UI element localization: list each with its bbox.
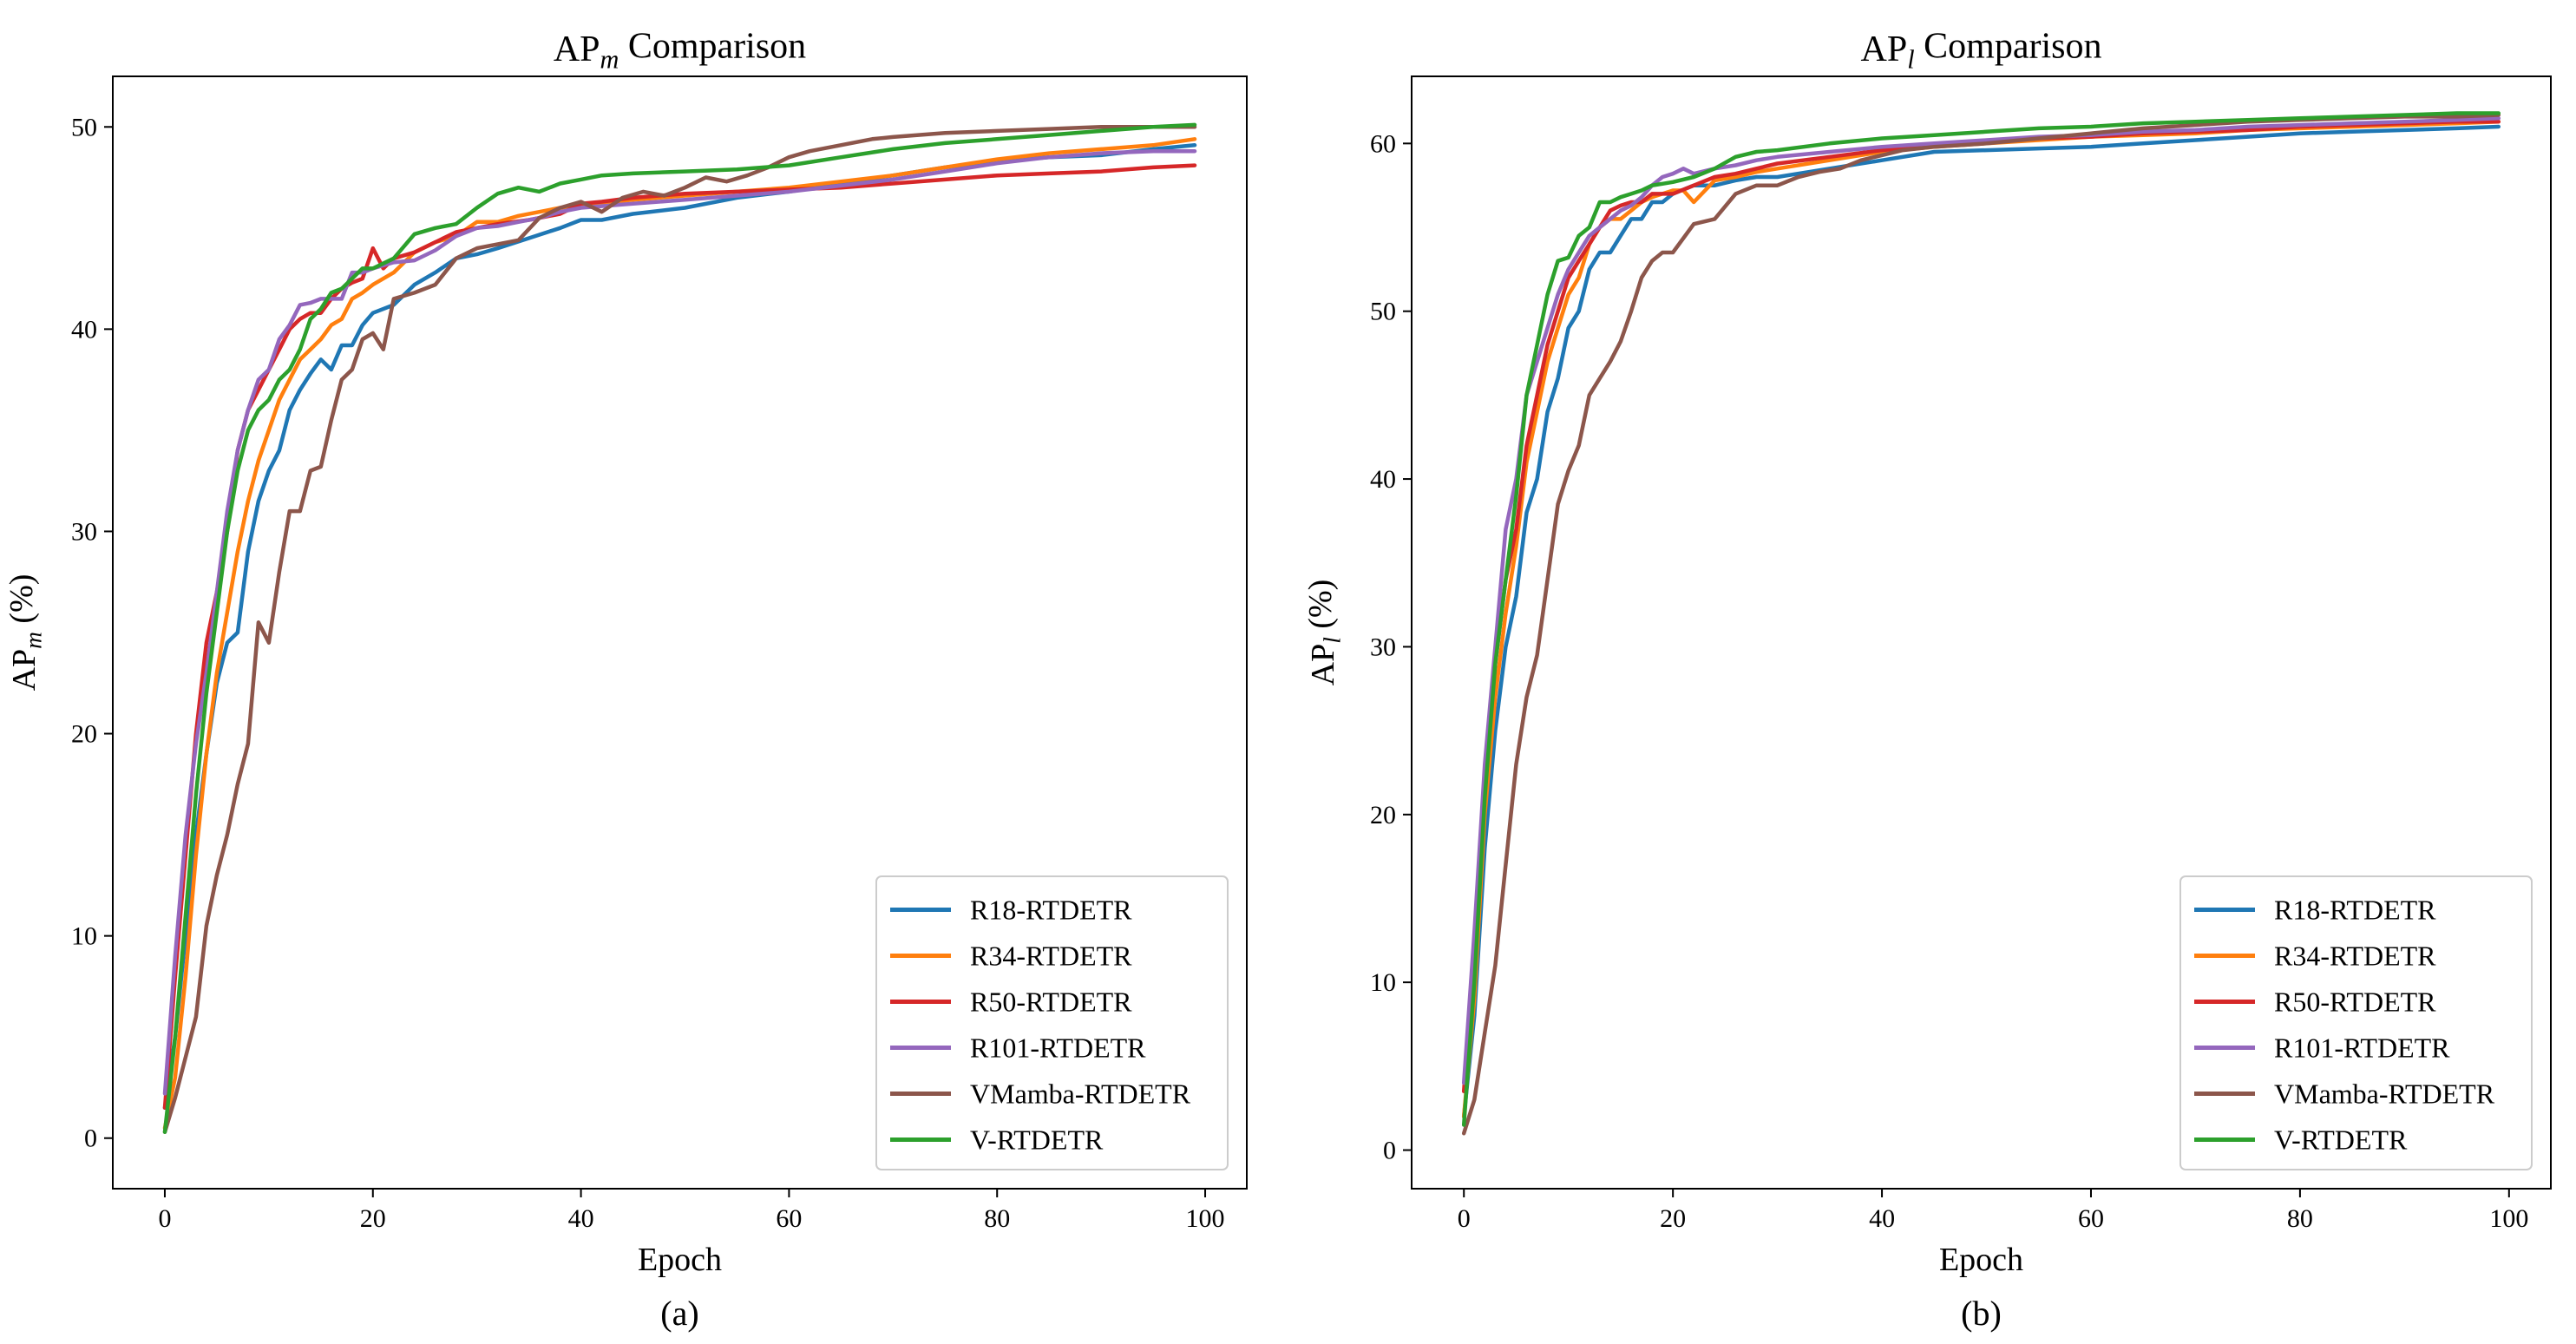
legend-a: R18-RTDETR R34-RTDETR R50-RTDETR R101-RTDET… (875, 875, 1229, 1170)
series-line-a-r101-rtdetr (162, 148, 1197, 1096)
y-tick-label-a-40: 40 (71, 315, 97, 344)
y-tick-label-a-10: 10 (71, 922, 97, 951)
series-group-b (1461, 111, 2501, 1136)
y-axis-label-a: APm (%) (3, 574, 47, 692)
series-line-b-v-rtdetr (1461, 111, 2501, 1127)
figure-caption-a: (a) (660, 1294, 698, 1333)
legend-label-a-r101-rtdetr: R101-RTDETR (970, 1033, 1146, 1064)
series-line-a-r34-rtdetr (162, 137, 1197, 1131)
y-tick-label-b-60: 60 (1370, 129, 1396, 158)
legend-label-a-v-rtdetr: V-RTDETR (970, 1124, 1104, 1156)
chart-title-a: APm Comparison (554, 27, 806, 75)
x-tick-label-a-100: 100 (1186, 1204, 1225, 1233)
x-tick-label-a-0: 0 (158, 1204, 171, 1233)
x-tick-label-b-20: 20 (1660, 1204, 1686, 1233)
y-tick-label-b-40: 40 (1370, 465, 1396, 494)
legend-label-b-r50-rtdetr: R50-RTDETR (2274, 987, 2436, 1018)
x-tick-label-b-80: 80 (2287, 1204, 2313, 1233)
figure-caption-b: (b) (1961, 1294, 2002, 1333)
x-tick-label-b-0: 0 (1458, 1204, 1471, 1233)
x-tick-label-b-60: 60 (2078, 1204, 2104, 1233)
chart-b: 0 20 40 60 80 100 0 10 20 30 40 50 60 APl Comparison E… (1302, 27, 2552, 1333)
y-tick-label-a-30: 30 (71, 517, 97, 546)
y-tick-label-b-30: 30 (1370, 633, 1396, 661)
series-group-a (162, 122, 1197, 1134)
legend-label-a-r34-rtdetr: R34-RTDETR (970, 941, 1132, 972)
x-axis-label-b: Epoch (1939, 1242, 2023, 1278)
series-line-a-v-rtdetr (162, 122, 1197, 1134)
series-line-b-vmamba-rtdetr (1461, 113, 2501, 1136)
chart-title-b: APl Comparison (1861, 27, 2102, 75)
y-tick-label-a-50: 50 (71, 113, 97, 141)
y-tick-label-b-0: 0 (1383, 1137, 1396, 1165)
chart-a: 0 20 40 60 80 100 0 10 20 30 40 50 APm Comparison Epo… (3, 27, 1248, 1333)
legend-frame-b (2179, 875, 2533, 1170)
x-tick-label-a-60: 60 (776, 1204, 802, 1233)
x-tick-label-a-20: 20 (360, 1204, 386, 1233)
series-line-b-r18-rtdetr (1461, 124, 2501, 1119)
legend-frame-a (875, 875, 1229, 1170)
y-tick-label-b-20: 20 (1370, 801, 1396, 829)
legend-label-a-vmamba-rtdetr: VMamba-RTDETR (970, 1078, 1191, 1110)
x-tick-label-b-100: 100 (2489, 1204, 2528, 1233)
y-axis-label-b: APl (%) (1302, 580, 1346, 686)
y-tick-label-b-10: 10 (1370, 968, 1396, 997)
legend-label-b-r34-rtdetr: R34-RTDETR (2274, 941, 2436, 972)
y-tick-label-a-0: 0 (84, 1124, 97, 1153)
legend-label-b-r18-rtdetr: R18-RTDETR (2274, 895, 2436, 926)
x-tick-label-a-80: 80 (984, 1204, 1010, 1233)
x-tick-label-b-40: 40 (1869, 1204, 1895, 1233)
series-line-a-vmamba-rtdetr (162, 125, 1197, 1134)
x-axis-label-a: Epoch (638, 1242, 722, 1278)
y-tick-label-a-20: 20 (71, 720, 97, 749)
legend-label-b-v-rtdetr: V-RTDETR (2274, 1124, 2408, 1156)
plot-frame-a (112, 75, 1248, 1190)
legend-label-a-r18-rtdetr: R18-RTDETR (970, 895, 1132, 926)
legend-label-b-r101-rtdetr: R101-RTDETR (2274, 1033, 2450, 1064)
legend-label-b-vmamba-rtdetr: VMamba-RTDETR (2274, 1078, 2495, 1110)
y-tick-label-b-50: 50 (1370, 298, 1396, 326)
legend-label-a-r50-rtdetr: R50-RTDETR (970, 987, 1132, 1018)
series-line-b-r101-rtdetr (1461, 116, 2501, 1085)
legend-b: R18-RTDETR R34-RTDETR R50-RTDETR R101-RTDET… (2179, 875, 2533, 1170)
x-tick-label-a-40: 40 (568, 1204, 594, 1233)
plot-frame-b (1411, 75, 2552, 1190)
